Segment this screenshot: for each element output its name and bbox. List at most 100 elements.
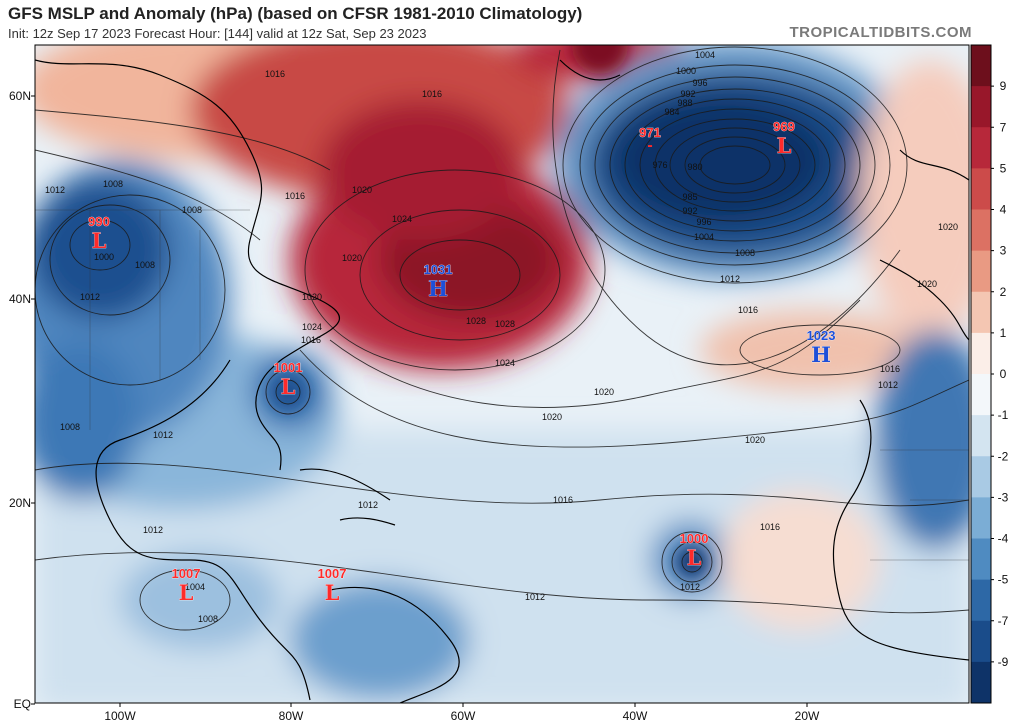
center-type-letter: L bbox=[777, 133, 792, 158]
isobar-contours bbox=[35, 46, 969, 631]
isobar-label: 992 bbox=[682, 206, 697, 216]
isobar-label: 1012 bbox=[143, 525, 163, 535]
isobar-label: 1012 bbox=[358, 500, 378, 510]
colorbar-swatch bbox=[971, 45, 991, 87]
isobar-label: 1012 bbox=[878, 380, 898, 390]
latitude-label: 60N bbox=[9, 89, 31, 103]
colorbar-swatch bbox=[971, 86, 991, 128]
isobar-label: 1012 bbox=[45, 185, 65, 195]
colorbar-label: -1 bbox=[998, 408, 1009, 422]
coastlines bbox=[35, 59, 969, 703]
isobar-label: 1016 bbox=[285, 191, 305, 201]
isobar-label: 996 bbox=[696, 217, 711, 227]
isobar-label: 1020 bbox=[342, 253, 362, 263]
center-type-letter: L bbox=[687, 545, 702, 570]
colorbar-label: 9 bbox=[1000, 79, 1007, 93]
center-pressure-value: 1007 bbox=[172, 566, 201, 581]
colorbar-label: -3 bbox=[998, 490, 1009, 504]
isobar-label: 1020 bbox=[302, 292, 322, 302]
isobar-label: 1024 bbox=[392, 214, 412, 224]
low-pressure-center: 971- bbox=[639, 125, 661, 154]
isobar-labels: 1016 1012 1008 1016 1016 1020 1024 1020 1020 1016… bbox=[45, 50, 958, 624]
isobar-label: 1004 bbox=[694, 232, 714, 242]
isobar-label: 976 bbox=[652, 160, 667, 170]
isobar-label: 1020 bbox=[542, 412, 562, 422]
isobar-label: 1016 bbox=[301, 335, 321, 345]
isobar-label: 1020 bbox=[745, 435, 765, 445]
colorbar-swatch bbox=[971, 168, 991, 210]
isobar-label: 992 bbox=[680, 89, 695, 99]
colorbar-label: 4 bbox=[1000, 203, 1007, 217]
isobar-label: 1012 bbox=[680, 582, 700, 592]
colorbar-label: -5 bbox=[998, 573, 1009, 587]
isobar-label: 1008 bbox=[735, 248, 755, 258]
isobar-label: 1000 bbox=[676, 66, 696, 76]
center-type-letter: H bbox=[811, 342, 831, 367]
longitude-axis: 100W 80W 60W 40W 20W bbox=[104, 703, 820, 723]
isobar-label: 988 bbox=[677, 98, 692, 108]
isobar-label: 1012 bbox=[525, 592, 545, 602]
latitude-axis: 60N 40N 20N EQ bbox=[9, 89, 35, 711]
isobar-label: 1012 bbox=[80, 292, 100, 302]
isobar-label: 1016 bbox=[422, 89, 442, 99]
colorbar-swatch bbox=[971, 332, 991, 375]
center-pressure-value: 1031 bbox=[424, 262, 453, 277]
isobar-label: 1020 bbox=[352, 185, 372, 195]
isobar-label: 1020 bbox=[594, 387, 614, 397]
isobar-label: 1024 bbox=[495, 358, 515, 368]
center-pressure-value: 971 bbox=[639, 125, 661, 140]
isobar-label: 1008 bbox=[103, 179, 123, 189]
map-subtitle: Init: 12z Sep 17 2023 Forecast Hour: [14… bbox=[8, 26, 427, 41]
center-dash-icon: - bbox=[647, 137, 652, 154]
isobar-label: 1028 bbox=[466, 316, 486, 326]
colorbar-swatch bbox=[971, 250, 991, 293]
isobar-label: 1004 bbox=[695, 50, 715, 60]
center-pressure-value: 990 bbox=[88, 214, 110, 229]
center-type-letter: L bbox=[281, 374, 296, 399]
colorbar: 9 7 5 4 3 2 1 0 -1 -2 -3 -4 -5 -7 -9 bbox=[970, 44, 1009, 704]
longitude-label: 80W bbox=[279, 709, 304, 723]
colorbar-swatch bbox=[971, 620, 991, 663]
anomaly-field bbox=[35, 45, 969, 703]
isobar-label: 996 bbox=[692, 78, 707, 88]
longitude-label: 100W bbox=[104, 709, 136, 723]
colorbar-label: 5 bbox=[1000, 161, 1007, 175]
colorbar-swatch bbox=[971, 538, 991, 581]
center-pressure-value: 1001 bbox=[274, 360, 303, 375]
colorbar-label: -9 bbox=[998, 655, 1009, 669]
latitude-label: 20N bbox=[9, 496, 31, 510]
colorbar-swatch bbox=[971, 127, 991, 169]
colorbar-label: 0 bbox=[1000, 367, 1007, 381]
colorbar-swatch bbox=[971, 291, 991, 334]
map-panel bbox=[35, 45, 969, 703]
isobar-label: 980 bbox=[687, 162, 702, 172]
longitude-label: 60W bbox=[451, 709, 476, 723]
center-pressure-value: 1007 bbox=[318, 566, 347, 581]
isobar-label: 1016 bbox=[265, 69, 285, 79]
colorbar-label: 3 bbox=[1000, 244, 1007, 258]
map-title: GFS MSLP and Anomaly (hPa) (based on CFS… bbox=[8, 4, 583, 23]
center-pressure-value: 1023 bbox=[807, 328, 836, 343]
latitude-label: 40N bbox=[9, 292, 31, 306]
center-pressure-value: 969 bbox=[773, 119, 795, 134]
isobar-label: 1020 bbox=[938, 222, 958, 232]
isobar-label: 1012 bbox=[153, 430, 173, 440]
colorbar-swatch bbox=[971, 579, 991, 622]
isobar-label: 984 bbox=[664, 107, 679, 117]
latitude-label: EQ bbox=[14, 697, 31, 711]
center-type-letter: L bbox=[179, 580, 194, 605]
isobar-label: 1016 bbox=[760, 522, 780, 532]
isobar-label: 1020 bbox=[917, 279, 937, 289]
center-type-letter: L bbox=[92, 228, 107, 253]
isobar-label: 1012 bbox=[720, 274, 740, 284]
colorbar-label: 7 bbox=[1000, 120, 1007, 134]
longitude-label: 40W bbox=[623, 709, 648, 723]
colorbar-label: 2 bbox=[1000, 285, 1007, 299]
colorbar-label: -4 bbox=[998, 532, 1009, 546]
colorbar-swatch bbox=[971, 456, 991, 498]
